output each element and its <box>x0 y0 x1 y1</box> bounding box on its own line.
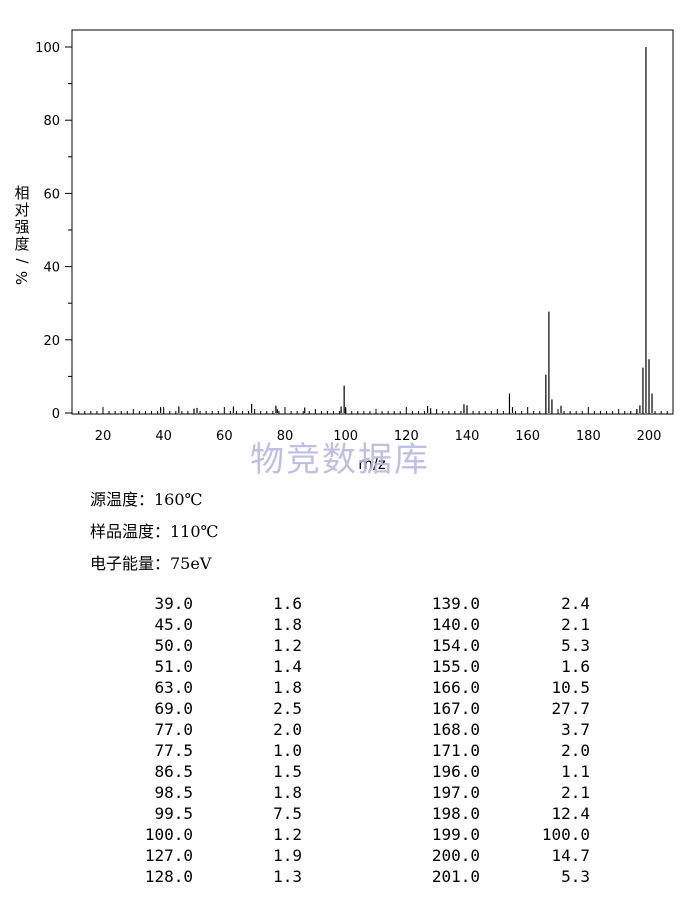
mz-value: 50.0 <box>154 636 193 655</box>
x-tick-label: 200 <box>637 429 662 444</box>
electron-energy: 电子能量：75eV <box>90 554 212 573</box>
source-temperature: 源温度：160℃ <box>90 490 203 509</box>
mz-value: 155.0 <box>431 657 480 676</box>
intensity-value: 1.2 <box>273 825 302 844</box>
intensity-value: 1.6 <box>561 657 590 676</box>
intensity-value: 2.1 <box>561 615 590 634</box>
intensity-value: 27.7 <box>551 699 590 718</box>
intensity-value: 1.6 <box>273 594 302 613</box>
y-tick-label: 60 <box>43 187 60 202</box>
x-tick-label: 80 <box>277 429 294 444</box>
mz-value: 197.0 <box>431 783 480 802</box>
intensity-value: 100.0 <box>541 825 590 844</box>
mz-value: 139.0 <box>431 594 480 613</box>
mz-value: 196.0 <box>431 762 480 781</box>
mz-value: 39.0 <box>154 594 193 613</box>
mz-value: 168.0 <box>431 720 480 739</box>
intensity-value: 14.7 <box>551 846 590 865</box>
x-tick-label: 140 <box>455 429 480 444</box>
intensity-value: 10.5 <box>551 678 590 697</box>
mz-value: 77.0 <box>154 720 193 739</box>
x-tick-label: 20 <box>95 429 112 444</box>
mz-value: 99.5 <box>154 804 193 823</box>
y-axis-ticks: 0 20 40 60 80 100 <box>35 41 72 422</box>
mz-value: 51.0 <box>154 657 193 676</box>
y-title-char: 相 <box>14 184 29 202</box>
watermark-text: 物竞数据库 <box>250 440 430 480</box>
intensity-value: 7.5 <box>273 804 302 823</box>
intensity-value: 1.2 <box>273 636 302 655</box>
mz-value: 201.0 <box>431 867 480 886</box>
mz-value: 171.0 <box>431 741 480 760</box>
mz-value: 166.0 <box>431 678 480 697</box>
mz-value: 154.0 <box>431 636 480 655</box>
y-tick-label: 40 <box>43 261 60 276</box>
mz-value: 128.0 <box>144 867 193 886</box>
mz-value: 69.0 <box>154 699 193 718</box>
intensity-value: 5.3 <box>561 636 590 655</box>
intensity-value: 1.9 <box>273 846 302 865</box>
plot-frame <box>71 29 674 415</box>
intensity-value: 1.5 <box>273 762 302 781</box>
mz-value: 77.5 <box>154 741 193 760</box>
intensity-value: 1.8 <box>273 783 302 802</box>
intensity-value: 2.1 <box>561 783 590 802</box>
y-tick-label: 80 <box>43 114 60 129</box>
x-tick-label: 160 <box>515 429 540 444</box>
y-tick-label: 100 <box>35 41 60 56</box>
x-tick-label: 40 <box>155 429 172 444</box>
mz-value: 127.0 <box>144 846 193 865</box>
x-tick-label: 180 <box>576 429 601 444</box>
mz-value: 167.0 <box>431 699 480 718</box>
mz-value: 86.5 <box>154 762 193 781</box>
mz-value: 98.5 <box>154 783 193 802</box>
measurement-conditions: 源温度：160℃ 样品温度：110℃ 电子能量：75eV <box>90 484 218 580</box>
intensity-value: 1.4 <box>273 657 302 676</box>
mz-value: 140.0 <box>431 615 480 634</box>
mz-value: 199.0 <box>431 825 480 844</box>
intensity-value: 2.0 <box>561 741 590 760</box>
intensity-value: 12.4 <box>551 804 590 823</box>
y-title-char: % <box>13 271 31 285</box>
intensity-value: 1.1 <box>561 762 590 781</box>
y-title-char: 对 <box>14 201 29 219</box>
y-title-char: 强 <box>14 218 29 236</box>
y-title-char: / <box>13 258 31 264</box>
mz-value: 63.0 <box>154 678 193 697</box>
y-title-char: 度 <box>14 235 29 253</box>
peak-bars <box>160 47 653 413</box>
x-tick-label: 60 <box>216 429 233 444</box>
mz-value: 198.0 <box>431 804 480 823</box>
x-tick-label: 100 <box>333 429 358 444</box>
mz-value: 100.0 <box>144 825 193 844</box>
mz-value: 200.0 <box>431 846 480 865</box>
intensity-value: 1.8 <box>273 615 302 634</box>
sample-temperature: 样品温度：110℃ <box>90 522 219 541</box>
x-tick-label: 120 <box>394 429 419 444</box>
intensity-value: 2.5 <box>273 699 302 718</box>
x-axis-ticks: 20 40 60 80 100 120 140 160 180 200 <box>78 407 668 444</box>
intensity-value: 1.8 <box>273 678 302 697</box>
intensity-value: 5.3 <box>561 867 590 886</box>
intensity-value: 2.0 <box>273 720 302 739</box>
intensity-value: 3.7 <box>561 720 590 739</box>
x-axis-title: m/z <box>358 455 386 470</box>
intensity-value: 2.4 <box>561 594 590 613</box>
intensity-value: 1.3 <box>273 867 302 886</box>
intensity-value: 1.0 <box>273 741 302 760</box>
y-tick-label: 20 <box>43 334 60 349</box>
y-tick-label: 0 <box>52 407 60 422</box>
mz-value: 45.0 <box>154 615 193 634</box>
